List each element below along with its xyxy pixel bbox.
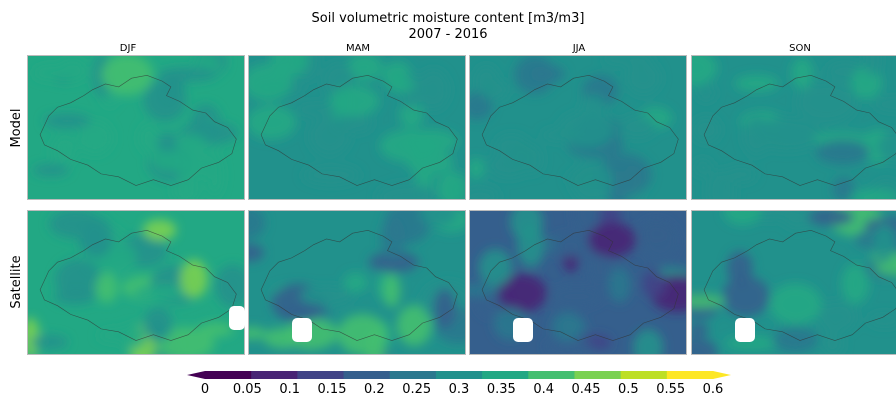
- colorbar-tick-label: 0.45: [572, 382, 601, 397]
- row-label-model: Model: [9, 108, 24, 147]
- map-panel-model-son: [691, 55, 896, 200]
- colorbar-segment: [528, 371, 575, 379]
- map-panel-model-mam: [248, 55, 466, 200]
- column-label-mam: MAM: [346, 43, 370, 54]
- country-border: [703, 229, 896, 341]
- country-border: [260, 74, 458, 186]
- map-panel-model-jja: [469, 55, 687, 200]
- colorbar-segment: [343, 371, 391, 379]
- colorbar-segment: [205, 371, 252, 379]
- colorbar-tick-label: 0: [201, 382, 209, 397]
- colorbar-segment: [251, 371, 298, 379]
- country-border: [703, 74, 896, 186]
- column-label-jja: JJA: [572, 43, 586, 54]
- map-panel-satellite-djf: [27, 210, 245, 355]
- column-label-son: SON: [789, 43, 811, 54]
- colorbar-tick-label: 0.15: [318, 382, 347, 397]
- colorbar: 0 0.05 0.1 0.15 0.2 0.25 0.3 0.35 0.4 0.45 0.5 0.55…: [187, 371, 731, 397]
- colorbar-segment: [389, 371, 437, 379]
- colorbar-segment: [482, 371, 529, 379]
- colorbar-extend-min: [187, 371, 205, 379]
- chart-subtitle: 2007 - 2016: [408, 27, 487, 42]
- colorbar-tick-label: 0.4: [533, 382, 554, 397]
- map-panels: [27, 55, 896, 355]
- chart-title: Soil volumetric moisture content [m3/m3]: [312, 11, 585, 26]
- map-panel-satellite-mam: [248, 210, 466, 355]
- country-border: [39, 74, 237, 186]
- colorbar-segment: [666, 371, 714, 379]
- country-border: [260, 229, 458, 341]
- colorbar-extend-max: [713, 371, 731, 379]
- colorbar-tick-label: 0.2: [364, 382, 385, 397]
- missing-data-mask: [513, 318, 533, 342]
- row-label-satellite: Satellite: [9, 255, 24, 308]
- map-panel-model-djf: [27, 55, 245, 200]
- country-border: [481, 229, 679, 341]
- colorbar-tick-label: 0.6: [703, 382, 724, 397]
- colorbar-tick-label: 0.5: [618, 382, 639, 397]
- colorbar-tick-label: 0.3: [449, 382, 470, 397]
- map-panel-satellite-jja: [469, 210, 687, 355]
- country-border: [39, 229, 237, 341]
- colorbar-tick-label: 0.55: [656, 382, 685, 397]
- colorbar-tick-label: 0.1: [279, 382, 300, 397]
- colorbar-segment: [435, 371, 483, 379]
- country-border: [481, 74, 679, 186]
- column-label-djf: DJF: [120, 43, 137, 54]
- missing-data-mask: [229, 306, 245, 330]
- missing-data-mask: [735, 318, 755, 342]
- missing-data-mask: [292, 318, 312, 342]
- colorbar-tick-label: 0.25: [402, 382, 431, 397]
- colorbar-tick-label: 0.35: [487, 382, 516, 397]
- colorbar-segment: [574, 371, 622, 379]
- colorbar-segment: [297, 371, 345, 379]
- colorbar-tick-label: 0.05: [233, 382, 262, 397]
- map-panel-satellite-son: [691, 210, 896, 355]
- colorbar-segment: [620, 371, 668, 379]
